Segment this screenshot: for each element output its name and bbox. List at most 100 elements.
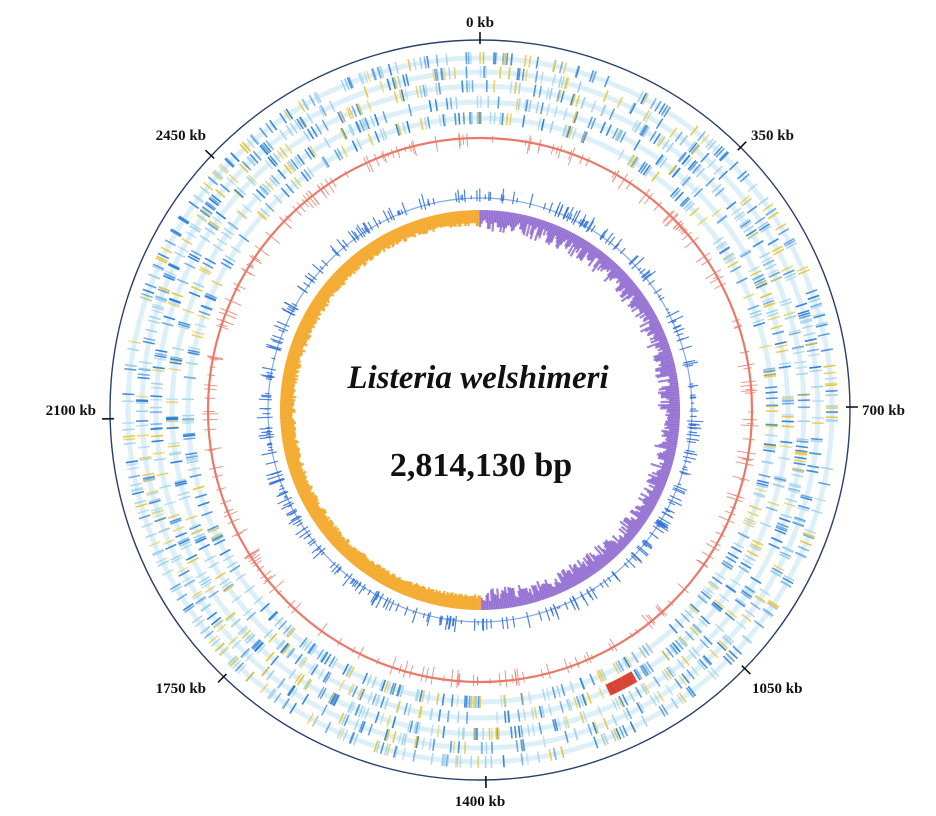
genome-size: 2,814,130 bp	[390, 447, 572, 484]
gene-feature	[456, 755, 459, 768]
gene-feature	[802, 533, 815, 540]
gc-skew-negative	[331, 536, 343, 546]
gc-content-spike	[381, 152, 386, 162]
gene-feature	[223, 227, 235, 236]
gc-marker-spike	[582, 220, 587, 228]
gene-feature	[445, 53, 449, 66]
gc-skew-negative	[286, 358, 299, 365]
gene-feature	[424, 84, 429, 97]
gene-feature	[597, 705, 603, 717]
gene-feature	[767, 238, 779, 246]
gene-feature	[188, 200, 200, 210]
gc-skew-negative	[330, 275, 342, 286]
gc-skew-positive	[508, 212, 513, 226]
gene-feature	[442, 114, 446, 127]
gene-feature	[391, 716, 397, 729]
highlight-feature	[612, 680, 620, 693]
gc-content-spike	[664, 212, 679, 227]
gc-skew-negative	[280, 425, 295, 429]
gene-feature	[197, 314, 210, 320]
gc-skew-positive	[648, 495, 659, 502]
gene-feature	[188, 253, 201, 261]
gene-feature	[193, 532, 205, 540]
gc-marker-spike	[256, 416, 273, 419]
gene-feature	[637, 701, 646, 713]
gc-marker-spike	[642, 543, 648, 548]
gene-feature	[201, 510, 213, 517]
gene-feature	[366, 674, 373, 687]
gc-skew-positive	[656, 372, 677, 379]
gene-feature	[171, 291, 184, 298]
gc-skew-negative	[342, 546, 353, 558]
gene-feature	[563, 77, 569, 90]
gc-skew-positive	[571, 234, 578, 244]
gc-content-spike	[677, 583, 689, 594]
gene-feature	[442, 725, 446, 738]
gene-feature	[538, 722, 543, 735]
gc-skew-negative	[282, 379, 297, 384]
gene-feature	[168, 300, 180, 307]
gene-feature	[731, 207, 742, 216]
gc-marker-spike	[342, 573, 353, 587]
gene-feature	[187, 349, 200, 354]
gene-feature	[200, 603, 212, 613]
gc-skew-negative	[373, 239, 382, 252]
gene-feature	[551, 686, 557, 699]
gc-skew-negative	[326, 280, 339, 292]
gc-skew-positive	[648, 493, 660, 501]
gc-skew-positive	[639, 510, 650, 519]
gene-feature	[170, 228, 182, 236]
gene-feature	[794, 456, 807, 460]
gene-feature	[208, 221, 219, 230]
gc-skew-negative	[394, 579, 402, 592]
gc-marker-spike	[677, 483, 682, 486]
gc-marker-spike	[687, 440, 696, 444]
gc-skew-positive	[654, 484, 664, 491]
gene-feature	[361, 118, 368, 131]
gene-feature	[172, 525, 185, 532]
gene-feature	[186, 457, 199, 461]
gene-feature	[540, 71, 544, 84]
gc-skew-positive	[650, 462, 672, 472]
gc-content-spike	[741, 389, 758, 392]
gene-feature	[191, 528, 204, 536]
gene-feature	[656, 155, 666, 166]
gene-feature	[449, 740, 453, 753]
gene-feature	[373, 740, 379, 753]
gc-skew-positive	[586, 565, 595, 576]
gc-skew-negative	[290, 343, 303, 350]
gene-feature	[349, 732, 356, 744]
gene-feature	[162, 568, 174, 576]
gene-feature	[286, 648, 296, 659]
gene-feature	[358, 720, 365, 733]
gc-skew-positive	[654, 342, 669, 349]
gc-skew-positive	[654, 352, 673, 360]
gene-feature	[727, 551, 739, 560]
scale-tick	[741, 665, 751, 675]
gene-feature	[375, 740, 381, 753]
gene-feature	[520, 692, 524, 706]
gene-feature	[749, 504, 762, 511]
gene-feature	[167, 513, 180, 519]
gene-feature	[812, 312, 825, 317]
gene-feature	[738, 531, 750, 539]
gene-feature	[795, 445, 808, 449]
gc-skew-positive	[526, 216, 532, 225]
gc-skew-negative	[463, 594, 467, 610]
gene-feature	[631, 157, 640, 169]
gene-feature	[754, 594, 766, 603]
gc-skew-negative	[289, 347, 303, 354]
gene-feature	[356, 687, 364, 700]
gene-feature	[304, 679, 313, 691]
gc-marker-spike	[284, 301, 299, 311]
gene-feature	[263, 628, 274, 639]
gene-feature	[366, 99, 372, 112]
gc-skew-negative	[294, 480, 309, 488]
gene-feature	[700, 134, 710, 145]
gene-feature	[154, 517, 167, 523]
gene-feature	[138, 445, 151, 449]
gc-skew-negative	[365, 244, 375, 257]
gc-skew-positive	[617, 542, 625, 550]
gene-feature	[369, 115, 376, 128]
gc-skew-positive	[580, 239, 587, 249]
